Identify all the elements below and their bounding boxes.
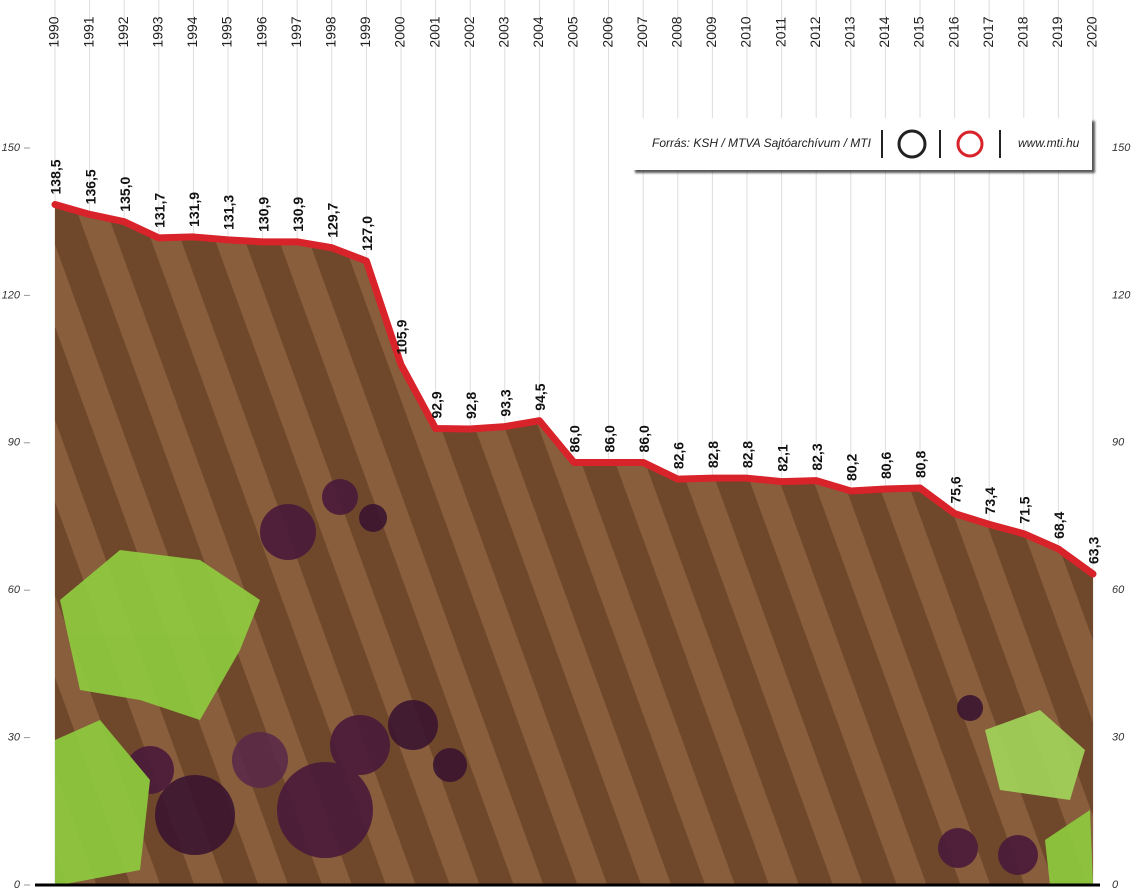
y-tick-label: 0 bbox=[14, 879, 21, 891]
x-tick-label: 2014 bbox=[876, 16, 892, 47]
value-label: 130,9 bbox=[290, 197, 306, 232]
x-tick-label: 2008 bbox=[669, 16, 685, 47]
value-label: 71,5 bbox=[1017, 496, 1033, 523]
y-tick-label-right: 90 bbox=[1112, 437, 1125, 449]
y-tick-label: 150 bbox=[2, 142, 21, 154]
value-label: 82,1 bbox=[774, 444, 790, 471]
x-tick-label: 1999 bbox=[357, 16, 373, 47]
x-tick-label: 2003 bbox=[496, 16, 512, 47]
website: www.mti.hu bbox=[1018, 136, 1080, 150]
value-label: 94,5 bbox=[532, 383, 548, 410]
x-tick-label: 2017 bbox=[980, 16, 996, 47]
grape bbox=[330, 715, 390, 775]
grape bbox=[998, 835, 1038, 875]
y-tick-label-right: 0 bbox=[1112, 879, 1119, 891]
value-label: 82,3 bbox=[809, 443, 825, 470]
grape bbox=[359, 504, 387, 532]
value-label: 80,6 bbox=[878, 452, 894, 479]
x-tick-label: 1992 bbox=[115, 16, 131, 47]
x-tick-label: 2015 bbox=[911, 16, 927, 47]
y-tick-label-right: 60 bbox=[1112, 584, 1125, 596]
value-label: 135,0 bbox=[117, 176, 133, 211]
chart: 1990 1991 1992 1993 1994 1995 1996 1997 1998 1999… bbox=[0, 0, 1135, 895]
grape bbox=[957, 695, 983, 721]
value-label: 80,8 bbox=[913, 451, 929, 478]
value-label: 63,3 bbox=[1086, 537, 1102, 564]
x-tick-label: 1995 bbox=[219, 16, 235, 47]
grape bbox=[938, 828, 978, 868]
y-tick-label-right: 30 bbox=[1112, 732, 1125, 744]
value-label: 127,0 bbox=[359, 216, 375, 251]
x-tick-label: 2005 bbox=[565, 16, 581, 47]
page: 1990 1991 1992 1993 1994 1995 1996 1997 1998 1999… bbox=[0, 0, 1135, 895]
x-tick-label: 2020 bbox=[1084, 16, 1100, 47]
value-label: 136,5 bbox=[82, 169, 98, 204]
x-tick-label: 1991 bbox=[80, 16, 96, 47]
value-label: 86,0 bbox=[601, 425, 617, 452]
value-label: 75,6 bbox=[947, 476, 963, 503]
x-tick-label: 2009 bbox=[703, 16, 719, 47]
grape bbox=[388, 700, 438, 750]
x-tick-label: 2007 bbox=[634, 16, 650, 47]
grape bbox=[277, 762, 373, 858]
value-label: 82,6 bbox=[671, 442, 687, 469]
x-tick-label: 2000 bbox=[392, 16, 408, 47]
value-label: 86,0 bbox=[636, 425, 652, 452]
source-box: Forrás: KSH / MTVA Sajtóarchívum / MTI w… bbox=[632, 118, 1092, 170]
x-tick-label: 2016 bbox=[945, 16, 961, 47]
x-tick-label: 2012 bbox=[807, 16, 823, 47]
x-tick-label: 2019 bbox=[1049, 16, 1065, 47]
x-tick-label: 2011 bbox=[772, 17, 788, 47]
value-label: 73,4 bbox=[982, 487, 998, 514]
grape bbox=[232, 732, 288, 788]
grape bbox=[433, 748, 467, 782]
y-tick-label-right: 150 bbox=[1112, 142, 1131, 154]
value-label: 92,9 bbox=[428, 391, 444, 418]
value-label: 131,9 bbox=[186, 192, 202, 227]
x-tick-label: 2002 bbox=[461, 16, 477, 47]
grape bbox=[260, 504, 316, 560]
value-label: 80,2 bbox=[844, 453, 860, 480]
value-label: 82,8 bbox=[740, 441, 756, 468]
value-label: 131,3 bbox=[221, 195, 237, 230]
y-tick-label: 90 bbox=[8, 437, 21, 449]
value-label: 86,0 bbox=[567, 425, 583, 452]
x-tick-label: 1998 bbox=[323, 16, 339, 47]
value-label: 105,9 bbox=[394, 319, 410, 354]
value-label: 131,7 bbox=[152, 193, 168, 228]
value-label: 82,8 bbox=[705, 441, 721, 468]
source-text: Forrás: KSH / MTVA Sajtóarchívum / MTI bbox=[652, 136, 872, 150]
x-tick-label: 1994 bbox=[184, 16, 200, 47]
x-tick-label: 2004 bbox=[530, 16, 546, 47]
value-label: 92,8 bbox=[463, 392, 479, 419]
x-tick-label: 1996 bbox=[253, 16, 269, 47]
x-tick-label: 1997 bbox=[288, 16, 304, 47]
y-tick-label: 30 bbox=[8, 732, 21, 744]
value-label: 138,5 bbox=[48, 159, 64, 194]
x-tick-label: 2013 bbox=[842, 16, 858, 47]
value-label: 93,3 bbox=[498, 389, 514, 416]
value-label: 68,4 bbox=[1051, 511, 1067, 538]
x-tick-label: 1993 bbox=[150, 16, 166, 47]
x-tick-label: 2018 bbox=[1015, 16, 1031, 47]
x-tick-label: 1990 bbox=[46, 16, 62, 47]
value-label: 130,9 bbox=[255, 197, 271, 232]
x-tick-label: 2001 bbox=[426, 16, 442, 47]
grape bbox=[322, 479, 358, 515]
y-tick-label-right: 120 bbox=[1112, 289, 1131, 301]
value-label: 129,7 bbox=[325, 202, 341, 237]
y-tick-label: 60 bbox=[8, 584, 21, 596]
x-tick-label: 2006 bbox=[599, 16, 615, 47]
x-tick-label: 2010 bbox=[738, 16, 754, 47]
grape bbox=[155, 775, 235, 855]
y-tick-label: 120 bbox=[2, 289, 21, 301]
